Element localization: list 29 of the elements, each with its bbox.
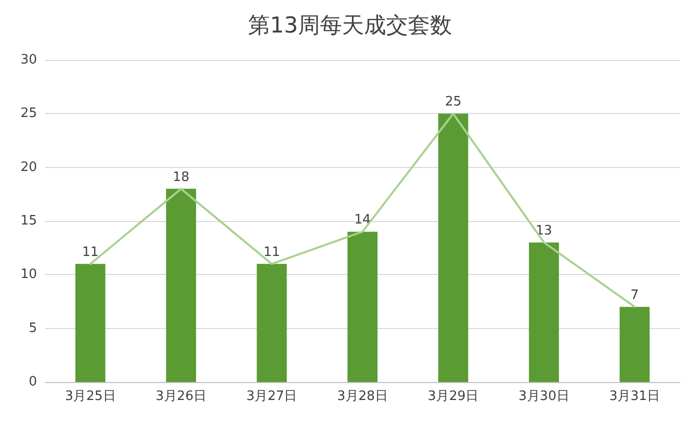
x-tick-label: 3月29日 xyxy=(428,389,479,404)
data-label: 25 xyxy=(444,94,462,110)
x-tick-label: 3月28日 xyxy=(337,389,388,404)
bar xyxy=(256,264,287,382)
data-label: 7 xyxy=(630,288,639,303)
data-label: 11 xyxy=(264,244,280,260)
bar xyxy=(348,232,378,382)
bar xyxy=(528,242,559,382)
x-tick-label: 3月31日 xyxy=(609,389,660,404)
y-tick-label: 25 xyxy=(20,106,37,122)
bar xyxy=(166,188,196,382)
data-label: 13 xyxy=(536,223,552,238)
data-label: 18 xyxy=(172,170,190,185)
data-label: 11 xyxy=(82,244,99,260)
y-tick-label: 0 xyxy=(28,374,37,390)
bar xyxy=(438,114,468,382)
x-tick-label: 3月30日 xyxy=(518,389,570,404)
bar xyxy=(620,306,650,382)
y-tick-label: 30 xyxy=(20,52,37,68)
chart-title: 第13周每天成交套数 xyxy=(248,14,452,38)
y-tick-label: 10 xyxy=(20,267,37,282)
data-label: 14 xyxy=(354,212,371,228)
y-tick-label: 15 xyxy=(20,214,37,228)
y-tick-label: 20 xyxy=(20,160,37,175)
x-tick-label: 3月27日 xyxy=(246,389,298,404)
y-tick-label: 5 xyxy=(28,320,37,336)
x-tick-label: 3月25日 xyxy=(64,389,116,404)
bar xyxy=(75,264,106,382)
x-tick-label: 3月26日 xyxy=(156,389,206,404)
